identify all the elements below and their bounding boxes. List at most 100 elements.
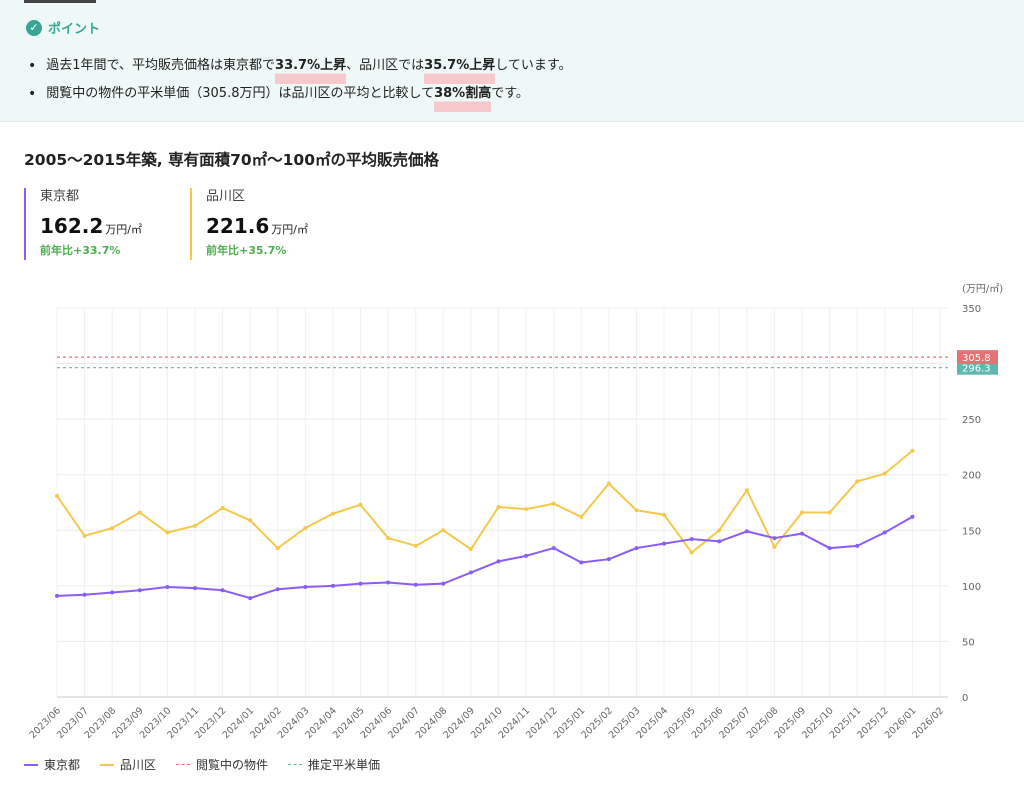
point-bullet: 閲覧中の物件の平米単価（305.8万円）は品川区の平均と比較して 38%割高 で… <box>28 84 572 112</box>
data-point <box>165 584 170 589</box>
data-point <box>137 588 142 593</box>
point-bullet: 過去1年間で、平均販売価格は東京都で 33.7%上昇 、品川区では 35.7%上… <box>28 56 572 84</box>
data-point <box>800 531 805 536</box>
data-point <box>662 541 667 546</box>
data-point <box>910 448 915 453</box>
legend-label: 品川区 <box>120 758 157 772</box>
data-point <box>662 512 667 517</box>
data-point <box>910 514 915 519</box>
legend-swatch <box>24 763 38 766</box>
reference-badge-label: 305.8 <box>962 353 991 364</box>
chart-title: 2005〜2015年築, 専有面積70㎡〜100㎡の平均販売価格 <box>24 151 439 169</box>
legend-item-estimated[interactable]: 推定平米単価 <box>288 756 380 773</box>
y-tick-label: 350 <box>962 304 981 315</box>
y-tick-label: 50 <box>962 637 975 648</box>
data-point <box>441 528 446 533</box>
point-title: ポイント <box>48 22 101 37</box>
stat-yoy: 前年比+33.7% <box>40 244 121 257</box>
chart-legend: 東京都 品川区 閲覧中の物件 推定平米単価 <box>24 756 380 773</box>
data-point <box>413 543 418 548</box>
data-point <box>110 590 115 595</box>
data-point <box>772 536 777 541</box>
data-point <box>689 537 694 542</box>
stat-value: 221.6 <box>206 214 270 238</box>
data-point <box>496 559 501 564</box>
data-point <box>386 536 391 541</box>
legend-item-shinagawa[interactable]: 品川区 <box>100 756 156 773</box>
data-point <box>800 510 805 515</box>
data-point <box>275 546 280 551</box>
y-tick-label: 250 <box>962 415 981 426</box>
data-point <box>744 488 749 493</box>
data-point <box>441 581 446 586</box>
y-tick-label: 0 <box>962 693 968 704</box>
stat-value-row: 221.6 万円/㎡ <box>206 214 308 238</box>
legend-swatch <box>100 763 115 766</box>
data-point <box>717 528 722 533</box>
data-point <box>248 596 253 601</box>
data-point <box>855 543 860 548</box>
data-point <box>220 588 225 593</box>
data-point <box>386 580 391 585</box>
data-point <box>248 518 253 523</box>
data-point <box>413 582 418 587</box>
data-point <box>165 530 170 535</box>
data-point <box>110 526 115 531</box>
legend-item-viewing[interactable]: 閲覧中の物件 <box>176 756 268 773</box>
y-tick-label: 200 <box>962 471 981 482</box>
bullet-text: 閲覧中の物件の平米単価（305.8万円）は品川区の平均と比較して <box>46 86 435 101</box>
data-point <box>524 553 529 558</box>
data-point <box>496 504 501 509</box>
data-point <box>882 471 887 476</box>
reference-badge <box>957 360 998 375</box>
data-point <box>827 510 832 515</box>
data-point <box>55 593 59 598</box>
data-point <box>220 506 225 511</box>
data-point <box>634 508 639 513</box>
bullet-text: しています。 <box>495 58 572 73</box>
price-line-chart: 050100150200250300350(万円/㎡)2023/062023/0… <box>27 283 1003 741</box>
data-point <box>303 584 308 589</box>
stat-unit: 万円/㎡ <box>271 223 308 236</box>
data-point <box>524 507 529 512</box>
y-axis-unit: (万円/㎡) <box>962 283 1003 295</box>
data-point <box>634 546 639 551</box>
data-point <box>882 530 887 535</box>
data-point <box>717 539 722 544</box>
stat-name: 品川区 <box>206 189 246 204</box>
data-point <box>330 511 335 516</box>
check-circle-icon: ✓ <box>26 19 42 36</box>
stat-unit: 万円/㎡ <box>105 223 142 236</box>
data-point <box>606 481 611 486</box>
data-point <box>468 547 473 552</box>
data-point <box>606 557 611 562</box>
reference-badge <box>957 350 998 365</box>
legend-label: 推定平米単価 <box>308 758 381 772</box>
legend-swatch <box>288 764 303 765</box>
data-point <box>275 587 280 592</box>
data-point <box>855 479 860 484</box>
series-line <box>56 515 913 600</box>
data-point <box>827 546 832 551</box>
y-tick-label: 100 <box>962 582 981 593</box>
data-point <box>744 529 749 534</box>
point-bullets: 過去1年間で、平均販売価格は東京都で 33.7%上昇 、品川区では 35.7%上… <box>28 56 572 112</box>
data-point <box>358 502 363 507</box>
bullet-highlight: 38%割高 <box>434 84 492 112</box>
data-point <box>82 592 87 597</box>
bullet-text: 、品川区では <box>346 58 425 73</box>
data-point <box>468 570 473 575</box>
data-point <box>303 526 308 531</box>
data-point <box>55 493 59 498</box>
y-tick-label: 150 <box>962 526 981 537</box>
point-header: ✓ ポイント <box>26 18 100 37</box>
legend-item-tokyo[interactable]: 東京都 <box>24 756 80 773</box>
legend-label: 東京都 <box>44 758 81 772</box>
data-point <box>137 510 142 515</box>
stat-value: 162.2 <box>40 214 104 238</box>
stat-name: 東京都 <box>40 189 80 204</box>
bullet-highlight: 35.7%上昇 <box>424 56 496 84</box>
data-point <box>551 546 556 551</box>
data-point <box>330 583 335 588</box>
point-tab-indicator <box>24 0 96 3</box>
